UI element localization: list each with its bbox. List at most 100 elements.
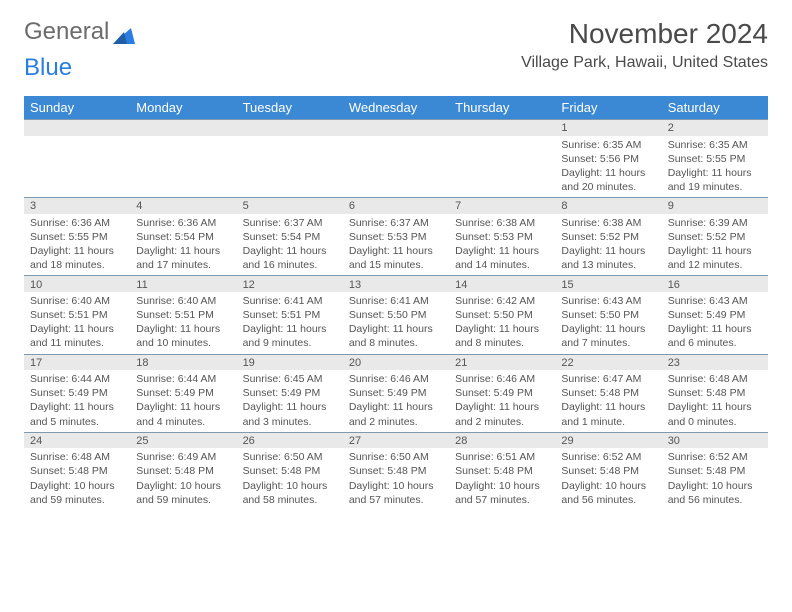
daylight-text: Daylight: 10 hours and 57 minutes.: [349, 479, 443, 507]
daylight-text: Daylight: 10 hours and 56 minutes.: [668, 479, 762, 507]
sunset-text: Sunset: 5:49 PM: [349, 386, 443, 400]
daylight-text: Daylight: 11 hours and 6 minutes.: [668, 322, 762, 350]
day-number-row: 24252627282930: [24, 432, 768, 448]
day-detail-cell: [449, 136, 555, 198]
day-number-cell: 7: [449, 198, 555, 214]
day-number-cell: [449, 120, 555, 136]
sunset-text: Sunset: 5:50 PM: [561, 308, 655, 322]
sunrise-text: Sunrise: 6:52 AM: [561, 450, 655, 464]
day-detail-row: Sunrise: 6:48 AMSunset: 5:48 PMDaylight:…: [24, 448, 768, 510]
sunset-text: Sunset: 5:48 PM: [349, 464, 443, 478]
day-number-cell: 15: [555, 276, 661, 292]
sunset-text: Sunset: 5:52 PM: [668, 230, 762, 244]
sunrise-text: Sunrise: 6:41 AM: [243, 294, 337, 308]
weekday-header: Saturday: [662, 96, 768, 120]
calendar-page: General November 2024 Village Park, Hawa…: [0, 0, 792, 612]
sunrise-text: Sunrise: 6:48 AM: [668, 372, 762, 386]
day-number-cell: 2: [662, 120, 768, 136]
day-detail-cell: Sunrise: 6:48 AMSunset: 5:48 PMDaylight:…: [24, 448, 130, 510]
sunset-text: Sunset: 5:49 PM: [455, 386, 549, 400]
daylight-text: Daylight: 11 hours and 5 minutes.: [30, 400, 124, 428]
sunset-text: Sunset: 5:53 PM: [455, 230, 549, 244]
daylight-text: Daylight: 11 hours and 0 minutes.: [668, 400, 762, 428]
sunset-text: Sunset: 5:48 PM: [455, 464, 549, 478]
sunset-text: Sunset: 5:50 PM: [455, 308, 549, 322]
sunset-text: Sunset: 5:56 PM: [561, 152, 655, 166]
weekday-header: Sunday: [24, 96, 130, 120]
day-detail-cell: Sunrise: 6:35 AMSunset: 5:55 PMDaylight:…: [662, 136, 768, 198]
day-detail-cell: Sunrise: 6:49 AMSunset: 5:48 PMDaylight:…: [130, 448, 236, 510]
sunset-text: Sunset: 5:48 PM: [668, 386, 762, 400]
sunset-text: Sunset: 5:51 PM: [30, 308, 124, 322]
sunset-text: Sunset: 5:49 PM: [136, 386, 230, 400]
sunset-text: Sunset: 5:48 PM: [30, 464, 124, 478]
daylight-text: Daylight: 11 hours and 20 minutes.: [561, 166, 655, 194]
daylight-text: Daylight: 11 hours and 11 minutes.: [30, 322, 124, 350]
day-detail-row: Sunrise: 6:44 AMSunset: 5:49 PMDaylight:…: [24, 370, 768, 432]
day-detail-cell: Sunrise: 6:42 AMSunset: 5:50 PMDaylight:…: [449, 292, 555, 354]
sunset-text: Sunset: 5:54 PM: [136, 230, 230, 244]
day-number-cell: 14: [449, 276, 555, 292]
day-number-row: 12: [24, 120, 768, 136]
day-detail-cell: Sunrise: 6:38 AMSunset: 5:53 PMDaylight:…: [449, 214, 555, 276]
day-detail-row: Sunrise: 6:40 AMSunset: 5:51 PMDaylight:…: [24, 292, 768, 354]
sunrise-text: Sunrise: 6:49 AM: [136, 450, 230, 464]
day-detail-cell: Sunrise: 6:46 AMSunset: 5:49 PMDaylight:…: [449, 370, 555, 432]
day-number-cell: 8: [555, 198, 661, 214]
day-detail-cell: Sunrise: 6:45 AMSunset: 5:49 PMDaylight:…: [237, 370, 343, 432]
daylight-text: Daylight: 11 hours and 18 minutes.: [30, 244, 124, 272]
calendar-table: Sunday Monday Tuesday Wednesday Thursday…: [24, 96, 768, 510]
sunset-text: Sunset: 5:53 PM: [349, 230, 443, 244]
daylight-text: Daylight: 11 hours and 2 minutes.: [349, 400, 443, 428]
sunset-text: Sunset: 5:49 PM: [243, 386, 337, 400]
sunrise-text: Sunrise: 6:44 AM: [136, 372, 230, 386]
sunset-text: Sunset: 5:48 PM: [136, 464, 230, 478]
day-detail-cell: Sunrise: 6:48 AMSunset: 5:48 PMDaylight:…: [662, 370, 768, 432]
sunrise-text: Sunrise: 6:50 AM: [243, 450, 337, 464]
sunrise-text: Sunrise: 6:43 AM: [668, 294, 762, 308]
sunrise-text: Sunrise: 6:39 AM: [668, 216, 762, 230]
day-number-cell: 17: [24, 354, 130, 370]
sunrise-text: Sunrise: 6:35 AM: [561, 138, 655, 152]
day-detail-cell: Sunrise: 6:43 AMSunset: 5:49 PMDaylight:…: [662, 292, 768, 354]
sunrise-text: Sunrise: 6:47 AM: [561, 372, 655, 386]
day-number-cell: 25: [130, 432, 236, 448]
sunrise-text: Sunrise: 6:44 AM: [30, 372, 124, 386]
sunrise-text: Sunrise: 6:40 AM: [136, 294, 230, 308]
day-number-cell: 4: [130, 198, 236, 214]
sunrise-text: Sunrise: 6:46 AM: [455, 372, 549, 386]
day-number-cell: [343, 120, 449, 136]
day-number-cell: 11: [130, 276, 236, 292]
day-detail-cell: [237, 136, 343, 198]
sunrise-text: Sunrise: 6:40 AM: [30, 294, 124, 308]
weekday-header: Monday: [130, 96, 236, 120]
sunset-text: Sunset: 5:50 PM: [349, 308, 443, 322]
sunrise-text: Sunrise: 6:48 AM: [30, 450, 124, 464]
sunrise-text: Sunrise: 6:41 AM: [349, 294, 443, 308]
weekday-header: Friday: [555, 96, 661, 120]
sunset-text: Sunset: 5:54 PM: [243, 230, 337, 244]
title-block: November 2024 Village Park, Hawaii, Unit…: [521, 18, 768, 72]
logo-word-2: Blue: [24, 54, 72, 82]
day-detail-cell: Sunrise: 6:43 AMSunset: 5:50 PMDaylight:…: [555, 292, 661, 354]
daylight-text: Daylight: 11 hours and 3 minutes.: [243, 400, 337, 428]
day-detail-cell: Sunrise: 6:36 AMSunset: 5:54 PMDaylight:…: [130, 214, 236, 276]
day-number-cell: 28: [449, 432, 555, 448]
sunrise-text: Sunrise: 6:36 AM: [30, 216, 124, 230]
day-detail-cell: Sunrise: 6:40 AMSunset: 5:51 PMDaylight:…: [130, 292, 236, 354]
sunset-text: Sunset: 5:49 PM: [30, 386, 124, 400]
sunset-text: Sunset: 5:55 PM: [30, 230, 124, 244]
day-number-cell: 30: [662, 432, 768, 448]
sunset-text: Sunset: 5:51 PM: [243, 308, 337, 322]
sunrise-text: Sunrise: 6:35 AM: [668, 138, 762, 152]
daylight-text: Daylight: 11 hours and 10 minutes.: [136, 322, 230, 350]
day-detail-row: Sunrise: 6:35 AMSunset: 5:56 PMDaylight:…: [24, 136, 768, 198]
day-detail-cell: Sunrise: 6:52 AMSunset: 5:48 PMDaylight:…: [555, 448, 661, 510]
day-detail-cell: Sunrise: 6:47 AMSunset: 5:48 PMDaylight:…: [555, 370, 661, 432]
day-number-cell: 24: [24, 432, 130, 448]
day-detail-cell: Sunrise: 6:44 AMSunset: 5:49 PMDaylight:…: [130, 370, 236, 432]
sunset-text: Sunset: 5:51 PM: [136, 308, 230, 322]
sunset-text: Sunset: 5:55 PM: [668, 152, 762, 166]
day-detail-cell: Sunrise: 6:37 AMSunset: 5:54 PMDaylight:…: [237, 214, 343, 276]
sunset-text: Sunset: 5:49 PM: [668, 308, 762, 322]
